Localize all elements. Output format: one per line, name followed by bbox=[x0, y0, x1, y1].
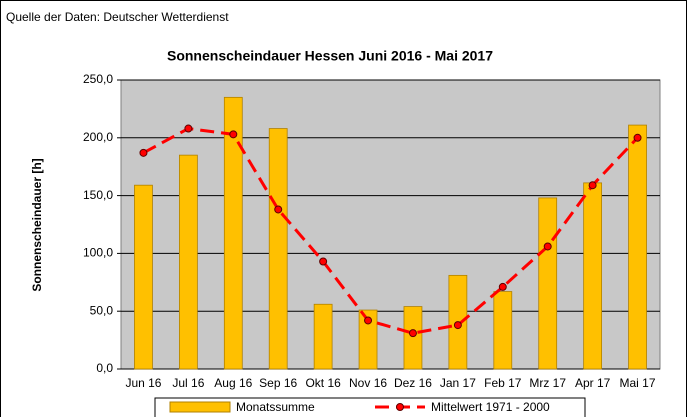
legend-swatch bbox=[169, 401, 231, 413]
x-tick-label: Jan 17 bbox=[440, 376, 476, 390]
x-tick-label: Apr 17 bbox=[575, 376, 611, 390]
legend-marker bbox=[396, 403, 404, 411]
line-marker bbox=[408, 329, 417, 338]
line-marker bbox=[543, 242, 552, 251]
chart-title: Sonnenscheindauer Hessen Juni 2016 - Mai… bbox=[167, 48, 493, 64]
legend-label: Monatssumme bbox=[236, 400, 315, 414]
x-tick-label: Mrz 17 bbox=[529, 376, 566, 390]
legend-box bbox=[154, 397, 586, 417]
bar bbox=[628, 124, 647, 370]
x-tick-label: Nov 16 bbox=[349, 376, 387, 390]
x-tick-label: Sep 16 bbox=[259, 376, 297, 390]
bar bbox=[403, 306, 423, 370]
line-marker bbox=[184, 124, 193, 133]
bar bbox=[134, 184, 153, 370]
bar bbox=[178, 154, 198, 370]
x-tick-label: Jul 16 bbox=[172, 376, 204, 390]
x-tick-label: Mai 17 bbox=[620, 376, 656, 390]
y-tick-label: 200,0 bbox=[83, 130, 113, 144]
x-tick-label: Dez 16 bbox=[394, 376, 432, 390]
line-marker bbox=[633, 133, 642, 142]
bar bbox=[538, 197, 558, 370]
y-axis-label: Sonnenscheindauer [h] bbox=[30, 158, 44, 291]
line-marker bbox=[498, 282, 507, 291]
y-tick-label: 250,0 bbox=[83, 72, 113, 86]
x-tick-label: Feb 17 bbox=[484, 376, 522, 390]
legend-label: Mittelwert 1971 - 2000 bbox=[431, 400, 550, 414]
bar bbox=[583, 182, 603, 370]
line-marker bbox=[588, 181, 597, 190]
line-marker bbox=[319, 257, 328, 266]
bar bbox=[223, 96, 243, 370]
y-tick-label: 100,0 bbox=[83, 246, 113, 260]
line-marker bbox=[364, 316, 373, 325]
bar bbox=[493, 291, 513, 370]
line-marker bbox=[453, 321, 462, 330]
bar bbox=[358, 309, 378, 370]
x-tick-label: Aug 16 bbox=[214, 376, 252, 390]
line-marker bbox=[229, 130, 238, 139]
plot-area bbox=[120, 79, 661, 370]
bar bbox=[268, 128, 288, 370]
line-marker bbox=[139, 148, 148, 157]
line bbox=[142, 127, 639, 335]
y-tick-label: 150,0 bbox=[83, 188, 113, 202]
line-marker bbox=[274, 205, 283, 214]
x-tick-label: Jun 16 bbox=[125, 376, 161, 390]
y-tick-label: 50,0 bbox=[90, 303, 114, 317]
source: Quelle der Daten: Deutscher Wetterdienst bbox=[6, 10, 229, 24]
y-tick-label: 0,0 bbox=[96, 361, 113, 375]
x-tick-label: Okt 16 bbox=[305, 376, 341, 390]
bar bbox=[313, 303, 333, 370]
